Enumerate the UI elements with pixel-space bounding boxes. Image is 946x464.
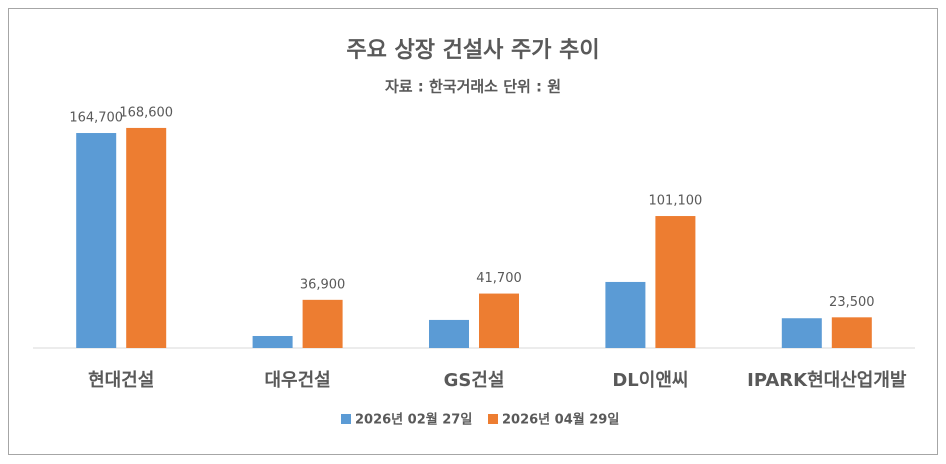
legend-swatch xyxy=(341,414,351,424)
data-label: 168,600 xyxy=(119,105,173,120)
x-tick-label: 현대건설 xyxy=(88,370,154,391)
bar xyxy=(479,293,519,348)
bar xyxy=(605,281,646,348)
data-label: 36,900 xyxy=(300,277,346,292)
bar xyxy=(831,317,872,348)
x-tick-label: DL이앤씨 xyxy=(612,370,688,391)
x-tick-label: GS건설 xyxy=(444,370,505,391)
bar xyxy=(302,299,343,348)
chart-title: 주요 상장 건설사 주가 추이 xyxy=(346,38,599,63)
data-label: 164,700 xyxy=(69,111,123,126)
legend-swatch xyxy=(488,414,498,424)
data-label: 101,100 xyxy=(649,194,703,209)
data-label: 23,500 xyxy=(829,295,875,310)
x-tick-label: 대우건설 xyxy=(264,370,330,391)
bar xyxy=(655,216,696,348)
bar xyxy=(252,335,293,348)
x-tick-label: IPARK현대산업개발 xyxy=(747,370,907,391)
bar xyxy=(76,133,117,348)
legend-label: 2026년 02월 27일 xyxy=(355,412,472,428)
legend-label: 2026년 04월 29일 xyxy=(502,412,619,428)
bar xyxy=(781,318,822,348)
data-label: 41,700 xyxy=(476,271,522,286)
chart-subtitle: 자료 : 한국거래소 단위 : 원 xyxy=(385,78,561,96)
bar xyxy=(429,319,469,348)
bar xyxy=(126,127,167,348)
